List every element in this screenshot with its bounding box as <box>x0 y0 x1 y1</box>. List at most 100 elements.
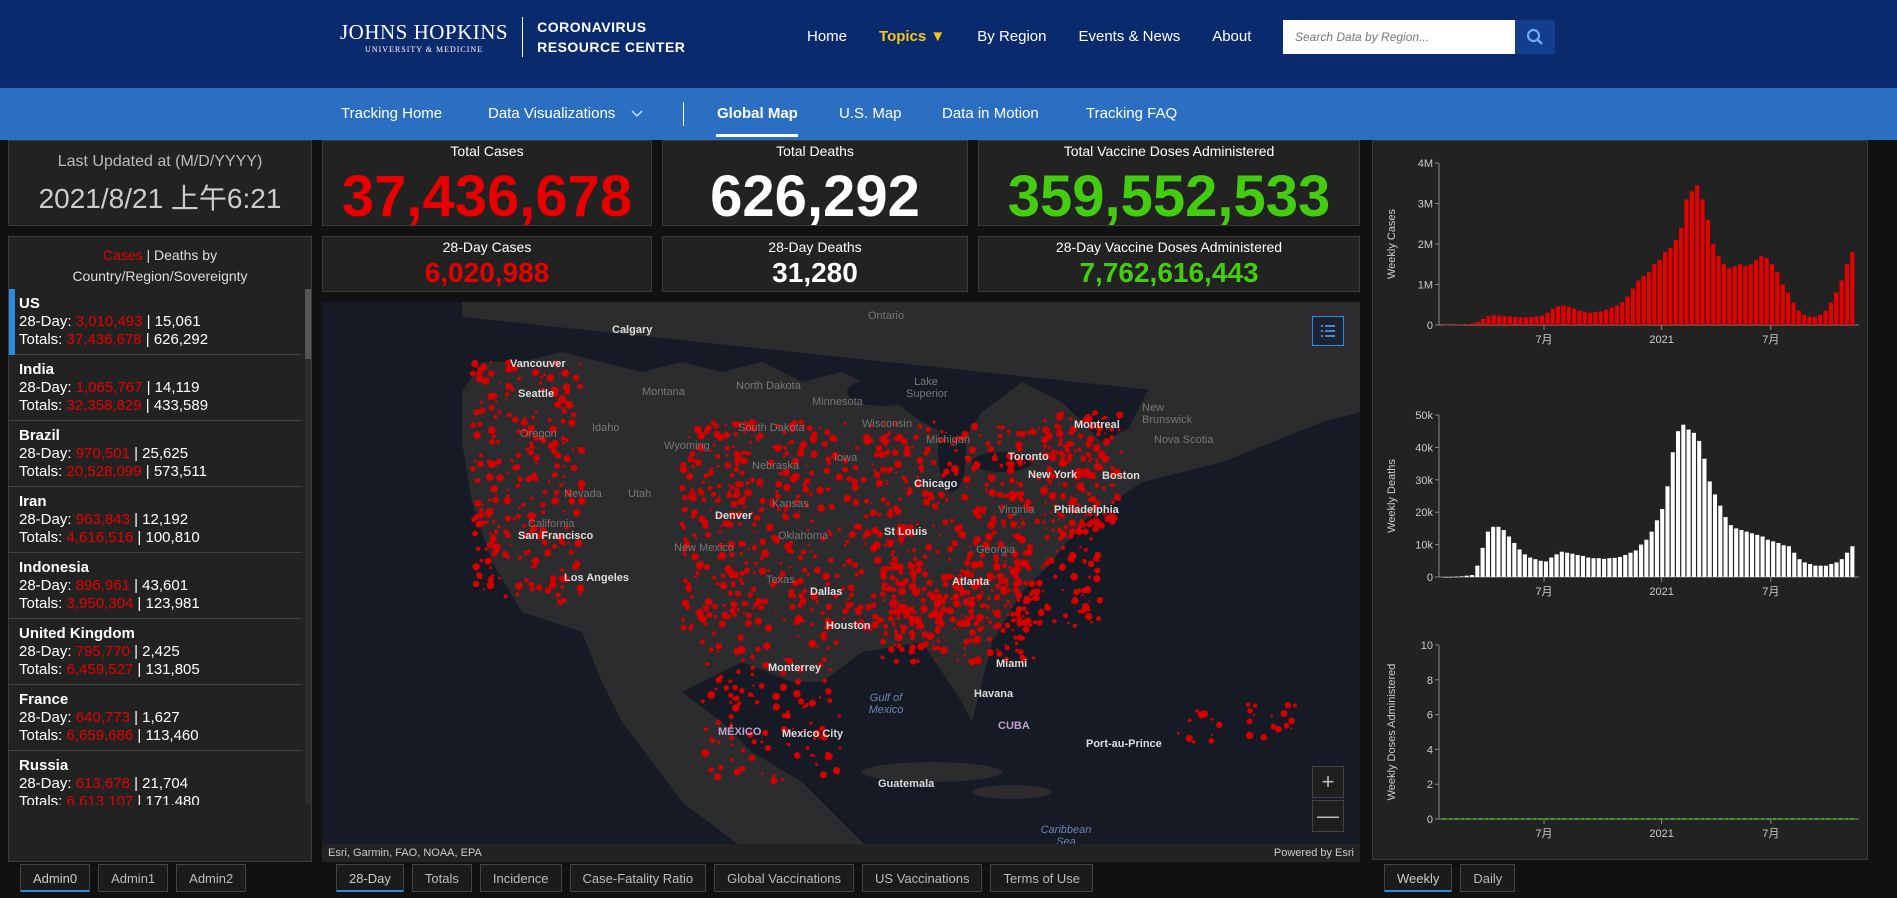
case-dot[interactable] <box>903 599 905 602</box>
country-row[interactable]: US 28-Day: 3,010,493 | 15,061 Totals: 37,4… <box>9 289 301 355</box>
case-dot[interactable] <box>1057 528 1062 533</box>
case-dot[interactable] <box>791 727 795 730</box>
case-dot[interactable] <box>911 587 918 593</box>
case-dot[interactable] <box>718 764 724 770</box>
case-dot[interactable] <box>1095 459 1099 463</box>
case-dot[interactable] <box>1033 594 1040 602</box>
case-dot[interactable] <box>709 737 713 741</box>
case-dot[interactable] <box>911 445 914 449</box>
case-dot[interactable] <box>993 556 999 563</box>
case-dot[interactable] <box>747 692 753 698</box>
case-dot[interactable] <box>915 618 921 625</box>
case-dot[interactable] <box>870 439 874 443</box>
case-dot[interactable] <box>714 773 722 781</box>
case-dot[interactable] <box>772 692 780 701</box>
case-dot[interactable] <box>958 530 967 539</box>
case-dot[interactable] <box>1046 605 1052 611</box>
case-dot[interactable] <box>769 498 775 505</box>
case-dot[interactable] <box>985 491 988 494</box>
case-dot[interactable] <box>1063 525 1068 530</box>
case-dot[interactable] <box>497 409 502 414</box>
case-dot[interactable] <box>751 544 758 551</box>
case-dot[interactable] <box>480 363 488 371</box>
case-dot[interactable] <box>775 483 781 488</box>
case-dot[interactable] <box>713 614 718 619</box>
case-dot[interactable] <box>1252 713 1256 716</box>
case-dot[interactable] <box>1049 511 1053 514</box>
case-dot[interactable] <box>989 522 993 527</box>
case-dot[interactable] <box>994 521 998 524</box>
case-dot[interactable] <box>741 581 745 586</box>
case-dot[interactable] <box>825 456 831 463</box>
case-dot[interactable] <box>1082 603 1090 612</box>
case-dot[interactable] <box>925 426 931 433</box>
case-dot[interactable] <box>530 565 534 568</box>
case-dot[interactable] <box>901 475 907 481</box>
case-dot[interactable] <box>562 482 565 485</box>
case-dot[interactable] <box>923 567 926 569</box>
case-dot[interactable] <box>817 504 825 512</box>
case-dot[interactable] <box>917 642 925 651</box>
case-dot[interactable] <box>1043 513 1047 516</box>
case-dot[interactable] <box>689 623 694 629</box>
case-dot[interactable] <box>895 633 903 641</box>
case-dot[interactable] <box>824 429 831 436</box>
case-dot[interactable] <box>887 616 892 621</box>
case-dot[interactable] <box>560 418 566 424</box>
case-dot[interactable] <box>995 622 1002 629</box>
case-dot[interactable] <box>990 588 994 592</box>
case-dot[interactable] <box>1019 497 1024 503</box>
case-dot[interactable] <box>728 714 734 720</box>
case-dot[interactable] <box>759 556 764 560</box>
case-dot[interactable] <box>842 563 846 567</box>
case-dot[interactable] <box>864 498 870 504</box>
case-dot[interactable] <box>810 550 814 553</box>
case-dot[interactable] <box>934 588 939 594</box>
case-dot[interactable] <box>540 436 547 444</box>
case-dot[interactable] <box>904 617 906 620</box>
case-dot[interactable] <box>793 512 800 519</box>
case-dot[interactable] <box>927 582 931 586</box>
case-dot[interactable] <box>981 510 986 514</box>
case-dot[interactable] <box>955 435 961 441</box>
case-dot[interactable] <box>1068 429 1075 436</box>
case-dot[interactable] <box>485 473 494 481</box>
case-dot[interactable] <box>968 608 974 615</box>
case-dot[interactable] <box>724 445 730 451</box>
case-dot[interactable] <box>1006 429 1011 433</box>
case-dot[interactable] <box>1010 520 1018 529</box>
case-dot[interactable] <box>1087 560 1095 568</box>
case-dot[interactable] <box>852 464 859 471</box>
case-dot[interactable] <box>933 507 937 510</box>
case-dot[interactable] <box>838 746 842 750</box>
case-dot[interactable] <box>927 591 934 598</box>
case-dot[interactable] <box>783 483 791 492</box>
case-dot[interactable] <box>578 486 584 492</box>
case-dot[interactable] <box>1005 645 1010 651</box>
case-dot[interactable] <box>532 368 540 377</box>
case-dot[interactable] <box>910 635 915 641</box>
case-dot[interactable] <box>704 429 710 435</box>
case-dot[interactable] <box>804 702 809 708</box>
case-dot[interactable] <box>824 623 832 631</box>
case-dot[interactable] <box>897 637 901 642</box>
case-dot[interactable] <box>1079 420 1083 425</box>
case-dot[interactable] <box>899 587 907 595</box>
case-dot[interactable] <box>928 493 935 501</box>
case-dot[interactable] <box>737 705 740 708</box>
case-dot[interactable] <box>1052 619 1057 624</box>
case-dot[interactable] <box>505 359 512 367</box>
case-dot[interactable] <box>910 658 917 665</box>
case-dot[interactable] <box>808 639 817 648</box>
case-dot[interactable] <box>563 543 566 546</box>
case-dot[interactable] <box>564 525 570 530</box>
case-dot[interactable] <box>744 619 752 627</box>
case-dot[interactable] <box>880 638 887 645</box>
case-dot[interactable] <box>982 541 990 550</box>
case-dot[interactable] <box>1023 503 1029 509</box>
case-dot[interactable] <box>504 392 510 397</box>
case-dot[interactable] <box>820 631 828 639</box>
case-dot[interactable] <box>902 487 905 490</box>
case-dot[interactable] <box>964 560 971 567</box>
case-dot[interactable] <box>1245 702 1251 707</box>
